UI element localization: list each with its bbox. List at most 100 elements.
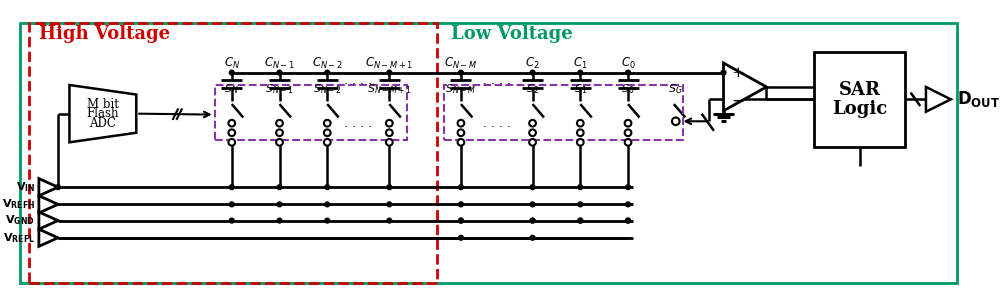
Circle shape — [386, 129, 393, 136]
Circle shape — [625, 139, 631, 146]
Circle shape — [529, 120, 536, 127]
Text: Low Voltage: Low Voltage — [451, 25, 573, 43]
Circle shape — [459, 185, 463, 189]
Text: · · · ·: · · · · — [344, 121, 372, 135]
Text: $\mathbf{V}_{\mathbf{GND}}$: $\mathbf{V}_{\mathbf{GND}}$ — [5, 214, 35, 228]
Polygon shape — [39, 212, 58, 229]
Text: $S_{N-1}$: $S_{N-1}$ — [265, 83, 294, 97]
Circle shape — [228, 129, 235, 136]
Circle shape — [458, 120, 464, 127]
Circle shape — [387, 218, 392, 223]
Text: $\mathbf{V}_{\mathbf{REFL}}$: $\mathbf{V}_{\mathbf{REFL}}$ — [3, 231, 35, 245]
Circle shape — [577, 139, 584, 146]
Polygon shape — [724, 63, 766, 111]
Circle shape — [458, 139, 464, 146]
Circle shape — [277, 218, 282, 223]
Polygon shape — [39, 229, 58, 247]
Text: $\mathbf{D}_{\mathbf{OUT}}$: $\mathbf{D}_{\mathbf{OUT}}$ — [957, 89, 1000, 109]
Text: $C_{N-M}$: $C_{N-M}$ — [444, 56, 478, 71]
Polygon shape — [69, 85, 136, 142]
Text: $S_1$: $S_1$ — [574, 83, 587, 97]
Circle shape — [325, 70, 330, 75]
Circle shape — [530, 202, 535, 207]
Circle shape — [325, 185, 330, 189]
Polygon shape — [926, 87, 951, 112]
Circle shape — [228, 139, 235, 146]
Circle shape — [578, 70, 583, 75]
Circle shape — [387, 70, 392, 75]
Circle shape — [459, 236, 463, 240]
Circle shape — [325, 218, 330, 223]
Circle shape — [324, 129, 331, 136]
Circle shape — [721, 70, 726, 75]
Circle shape — [529, 129, 536, 136]
Circle shape — [625, 129, 631, 136]
Text: +: + — [731, 66, 744, 80]
Circle shape — [626, 218, 630, 223]
Circle shape — [276, 120, 283, 127]
Text: · · · ·: · · · · — [344, 78, 372, 91]
Text: $S_{N-M+1}$: $S_{N-M+1}$ — [367, 83, 412, 97]
Text: · · · ·: · · · · — [483, 78, 511, 91]
Circle shape — [229, 218, 234, 223]
Circle shape — [625, 120, 631, 127]
Circle shape — [530, 185, 535, 189]
Text: Logic: Logic — [832, 100, 887, 118]
Bar — [29, 23, 437, 283]
Text: $C_{N-M+1}$: $C_{N-M+1}$ — [365, 56, 413, 71]
Text: $S_0$: $S_0$ — [621, 83, 635, 97]
Circle shape — [277, 70, 282, 75]
Circle shape — [578, 218, 583, 223]
Polygon shape — [39, 196, 58, 213]
Circle shape — [276, 139, 283, 146]
Text: Flash: Flash — [87, 107, 119, 120]
Circle shape — [626, 70, 630, 75]
Circle shape — [578, 218, 583, 223]
Text: $S_2$: $S_2$ — [526, 83, 539, 97]
Circle shape — [459, 202, 463, 207]
Text: $C_1$: $C_1$ — [573, 56, 588, 71]
Circle shape — [530, 70, 535, 75]
Circle shape — [324, 120, 331, 127]
Text: $\mathbf{V}_{\mathbf{IN}}$: $\mathbf{V}_{\mathbf{IN}}$ — [16, 180, 35, 194]
Circle shape — [387, 202, 392, 207]
Bar — [444, 85, 683, 140]
Circle shape — [626, 218, 630, 223]
Circle shape — [459, 218, 463, 223]
Circle shape — [459, 218, 463, 223]
Circle shape — [386, 120, 393, 127]
Circle shape — [626, 185, 630, 189]
Text: $\mathbf{V}_{\mathbf{REFH}}$: $\mathbf{V}_{\mathbf{REFH}}$ — [2, 198, 35, 211]
Circle shape — [530, 218, 535, 223]
Circle shape — [578, 185, 583, 189]
Text: SAR: SAR — [839, 81, 881, 99]
Circle shape — [324, 139, 331, 146]
Circle shape — [276, 129, 283, 136]
Circle shape — [325, 202, 330, 207]
Text: ADC: ADC — [89, 117, 116, 130]
Circle shape — [229, 185, 234, 189]
Circle shape — [530, 218, 535, 223]
Circle shape — [387, 185, 392, 189]
Text: $C_N$: $C_N$ — [224, 56, 240, 71]
Bar — [215, 85, 407, 140]
Circle shape — [277, 202, 282, 207]
Text: · · · ·: · · · · — [483, 121, 511, 135]
Text: $S_{N-M}$: $S_{N-M}$ — [445, 83, 476, 97]
Circle shape — [458, 129, 464, 136]
Circle shape — [459, 70, 463, 75]
Circle shape — [386, 139, 393, 146]
Circle shape — [577, 129, 584, 136]
Circle shape — [228, 120, 235, 127]
Text: High Voltage: High Voltage — [39, 25, 170, 43]
Text: $C_{N-2}$: $C_{N-2}$ — [312, 56, 343, 71]
Circle shape — [529, 139, 536, 146]
Circle shape — [229, 70, 234, 75]
Bar — [814, 52, 905, 147]
Text: $C_0$: $C_0$ — [621, 56, 635, 71]
Circle shape — [626, 202, 630, 207]
Text: $C_{N-1}$: $C_{N-1}$ — [264, 56, 295, 71]
Circle shape — [229, 202, 234, 207]
Circle shape — [577, 120, 584, 127]
Text: −: − — [731, 93, 745, 110]
